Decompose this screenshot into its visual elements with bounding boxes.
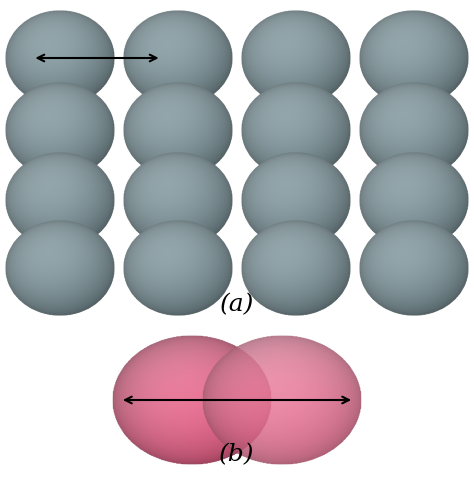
Text: (b): (b)	[219, 443, 255, 467]
Text: (a): (a)	[220, 293, 254, 317]
